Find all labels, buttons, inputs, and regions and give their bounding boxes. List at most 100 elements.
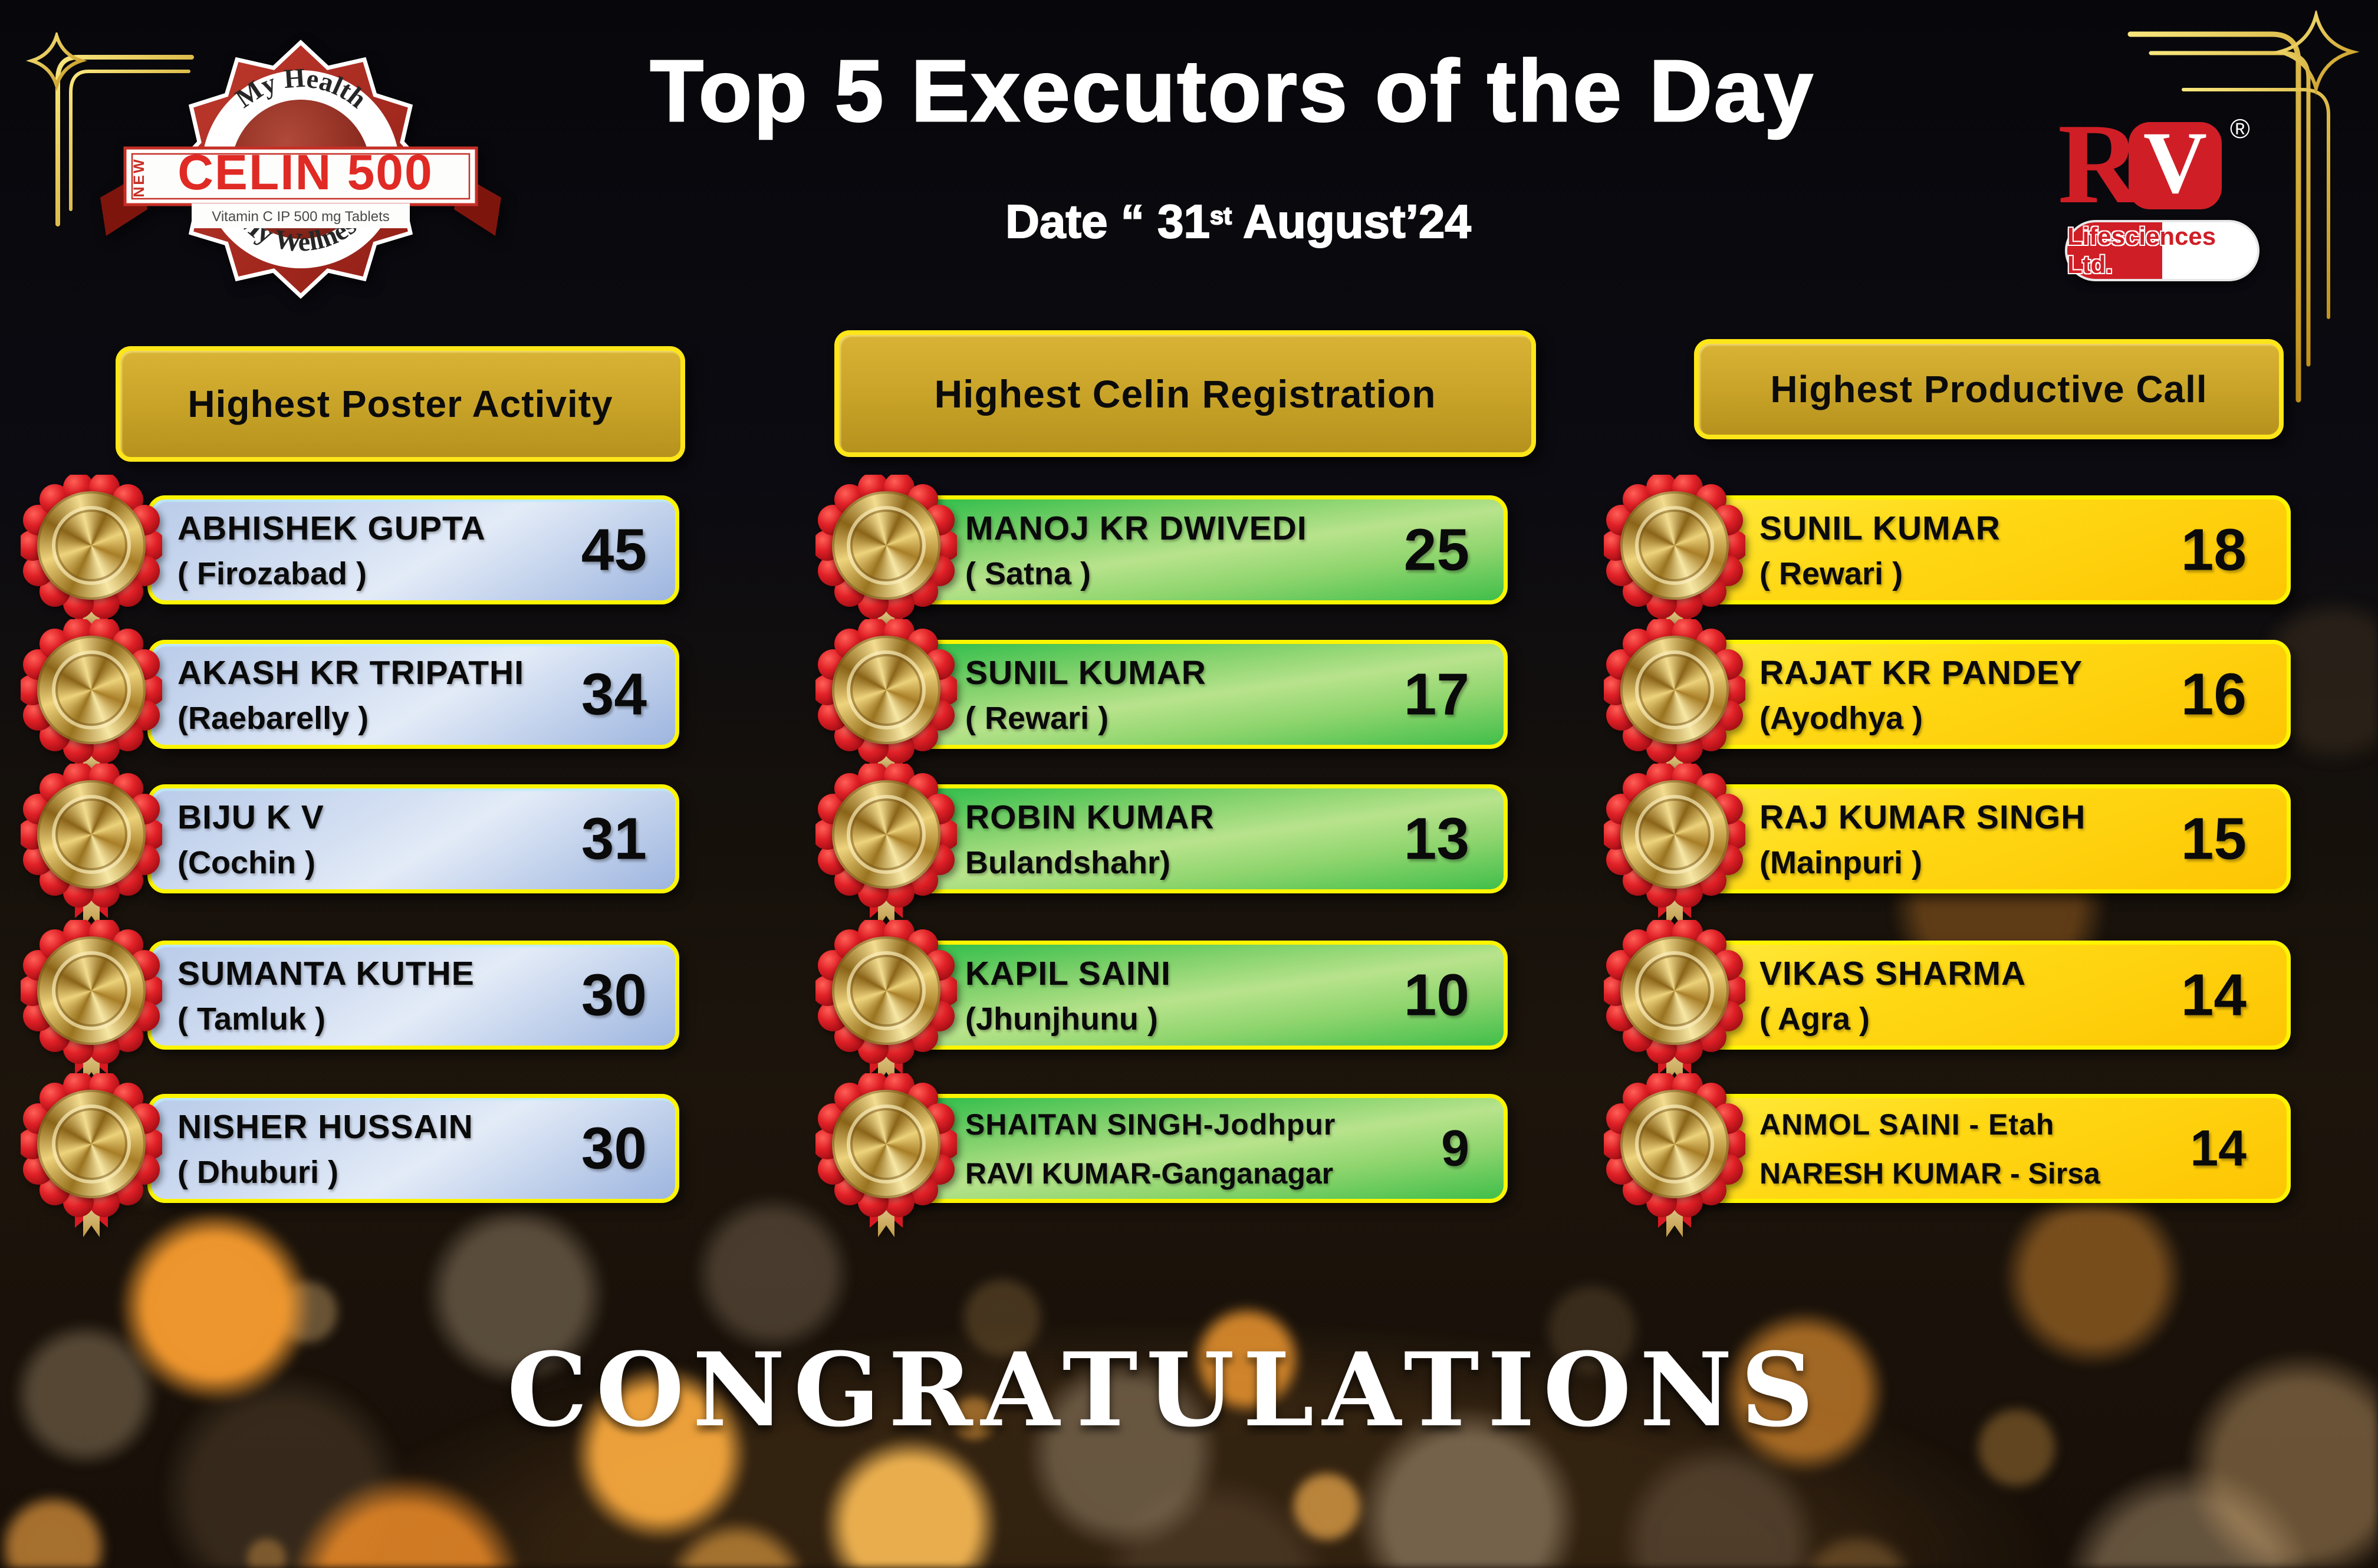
award-card-panel: SUNIL KUMAR ( Rewari ) bbox=[1678, 495, 2291, 604]
medal-disc bbox=[832, 1090, 940, 1198]
award-card: VIKAS SHARMA ( Agra ) 14 bbox=[1604, 920, 2291, 1084]
awardee-location: NARESH KUMAR - Sirsa bbox=[1759, 1157, 2100, 1190]
award-count: 25 bbox=[1403, 517, 1469, 583]
award-card: SUMANTA KUTHE ( Tamluk ) 30 bbox=[21, 920, 679, 1084]
award-card: SUNIL KUMAR ( Rewari ) 18 bbox=[1604, 475, 2291, 639]
column-header-highest-productive-call: Highest Productive Call bbox=[1694, 339, 2284, 439]
award-count: 34 bbox=[581, 661, 647, 727]
medal-disc bbox=[1620, 780, 1729, 889]
award-card: RAJAT KR PANDEY (Ayodhya ) 16 bbox=[1604, 619, 2291, 783]
medal-disc bbox=[37, 936, 146, 1045]
awardee-name: MANOJ KR DWIVEDI bbox=[965, 509, 1307, 547]
corner-ornament-left-icon bbox=[25, 32, 194, 226]
award-count: 16 bbox=[2180, 661, 2247, 727]
awardee-location: ( Tamluk ) bbox=[177, 1001, 326, 1037]
medal-icon bbox=[815, 1073, 957, 1268]
awardee-name: ANMOL SAINI - Etah bbox=[1759, 1108, 2055, 1141]
award-card-panel: SUNIL KUMAR ( Rewari ) bbox=[862, 640, 1508, 749]
awardee-location: ( Rewari ) bbox=[1759, 556, 1903, 591]
medal-icon bbox=[1604, 1073, 1745, 1268]
celin-500-logo: My Health My Wellness NEW CELIN 500 Vita… bbox=[100, 40, 501, 299]
congratulations-text: CONGRATULATIONS bbox=[506, 1330, 1823, 1449]
award-count: 17 bbox=[1403, 661, 1469, 727]
medal-icon bbox=[1604, 475, 1745, 669]
award-card-panel: MANOJ KR DWIVEDI ( Satna ) bbox=[862, 495, 1508, 604]
awardee-name: SUNIL KUMAR bbox=[965, 654, 1206, 692]
rv-red-box: V bbox=[2129, 119, 2222, 209]
date-suffix: August’24 bbox=[1231, 195, 1472, 248]
award-card: KAPIL SAINI (Jhunjhunu ) 10 bbox=[815, 920, 1508, 1084]
page-title: Top 5 Executors of the Day bbox=[649, 42, 1815, 141]
award-card-panel: RAJAT KR PANDEY (Ayodhya ) bbox=[1678, 640, 2291, 749]
award-count: 14 bbox=[2180, 962, 2247, 1028]
award-card-panel: SUMANTA KUTHE ( Tamluk ) bbox=[147, 941, 679, 1050]
award-count: 9 bbox=[1441, 1120, 1469, 1176]
awardee-name: SHAITAN SINGH-Jodhpur bbox=[965, 1108, 1336, 1141]
award-count: 10 bbox=[1403, 962, 1469, 1028]
medal-disc bbox=[37, 491, 146, 600]
award-card-panel: BIJU K V (Cochin ) bbox=[147, 784, 679, 893]
medal-icon bbox=[21, 619, 162, 814]
award-card: MANOJ KR DWIVEDI ( Satna ) 25 bbox=[815, 475, 1508, 639]
award-card-panel: ABHISHEK GUPTA ( Firozabad ) bbox=[147, 495, 679, 604]
awardee-name: SUMANTA KUTHE bbox=[177, 955, 475, 992]
medal-icon bbox=[815, 475, 957, 669]
awardee-name: KAPIL SAINI bbox=[965, 955, 1171, 992]
award-count: 45 bbox=[581, 517, 647, 583]
award-count: 30 bbox=[581, 962, 647, 1028]
award-card-panel: AKASH KR TRIPATHI (Raebarelly ) bbox=[147, 640, 679, 749]
award-card: ROBIN KUMAR Bulandshahr) 13 bbox=[815, 764, 1508, 928]
awardee-location: Bulandshahr) bbox=[965, 845, 1171, 880]
award-card: AKASH KR TRIPATHI (Raebarelly ) 34 bbox=[21, 619, 679, 783]
medal-disc bbox=[1620, 936, 1729, 1045]
awardee-name: VIKAS SHARMA bbox=[1759, 955, 2027, 992]
award-count: 15 bbox=[2180, 806, 2247, 872]
medal-icon bbox=[815, 764, 957, 958]
rv-subtitle: Lifesciences Ltd. bbox=[2067, 222, 2216, 278]
medal-disc bbox=[832, 491, 940, 600]
awardee-location: RAVI KUMAR-Ganganagar bbox=[965, 1157, 1334, 1190]
medal-disc bbox=[37, 636, 146, 744]
medal-disc bbox=[832, 636, 940, 744]
award-card: ABHISHEK GUPTA ( Firozabad ) 45 bbox=[21, 475, 679, 639]
medal-disc bbox=[832, 780, 940, 889]
awardee-location: ( Satna ) bbox=[965, 556, 1091, 591]
celin-subtext: Vitamin C IP 500 mg Tablets bbox=[212, 209, 390, 225]
date-ordinal: st bbox=[1209, 201, 1232, 230]
awardee-location: ( Dhuburi ) bbox=[177, 1155, 338, 1190]
corner-ornament-right-icon bbox=[2127, 11, 2360, 403]
column-header-highest-poster-activity: Highest Poster Activity bbox=[116, 346, 685, 462]
award-count: 18 bbox=[2180, 517, 2247, 583]
award-card-panel: ANMOL SAINI - Etah NARESH KUMAR - Sirsa bbox=[1678, 1094, 2291, 1203]
medal-disc bbox=[1620, 1090, 1729, 1198]
awardee-location: ( Firozabad ) bbox=[177, 556, 367, 591]
medal-disc bbox=[1620, 636, 1729, 744]
medal-icon bbox=[1604, 619, 1745, 814]
awardee-name: RAJ KUMAR SINGH bbox=[1759, 798, 2086, 836]
award-card: SUNIL KUMAR ( Rewari ) 17 bbox=[815, 619, 1508, 783]
awardee-name: ABHISHEK GUPTA bbox=[177, 509, 486, 547]
column-header-highest-celin-registration: Highest Celin Registration bbox=[834, 330, 1536, 457]
award-card-panel: VIKAS SHARMA ( Agra ) bbox=[1678, 941, 2291, 1050]
medal-icon bbox=[21, 764, 162, 958]
award-count: 30 bbox=[581, 1115, 647, 1181]
award-card: BIJU K V (Cochin ) 31 bbox=[21, 764, 679, 928]
award-card: SHAITAN SINGH-Jodhpur RAVI KUMAR-Gangana… bbox=[815, 1073, 1508, 1237]
awardee-name: SUNIL KUMAR bbox=[1759, 509, 2001, 547]
awardee-location: ( Rewari ) bbox=[965, 701, 1109, 736]
medal-disc bbox=[832, 936, 940, 1045]
medal-icon bbox=[815, 920, 957, 1115]
medal-disc bbox=[1620, 491, 1729, 600]
rv-letter-r: R bbox=[2058, 100, 2141, 228]
date-prefix: Date “ 31 bbox=[1005, 195, 1211, 248]
medal-disc bbox=[37, 1090, 146, 1198]
awardee-location: (Jhunjhunu ) bbox=[965, 1001, 1158, 1037]
celin-new-label: NEW bbox=[131, 157, 147, 197]
awardee-location: (Ayodhya ) bbox=[1759, 701, 1923, 736]
medal-icon bbox=[21, 920, 162, 1115]
award-count: 31 bbox=[581, 806, 647, 872]
awardee-name: ROBIN KUMAR bbox=[965, 798, 1215, 836]
medal-disc bbox=[37, 780, 146, 889]
